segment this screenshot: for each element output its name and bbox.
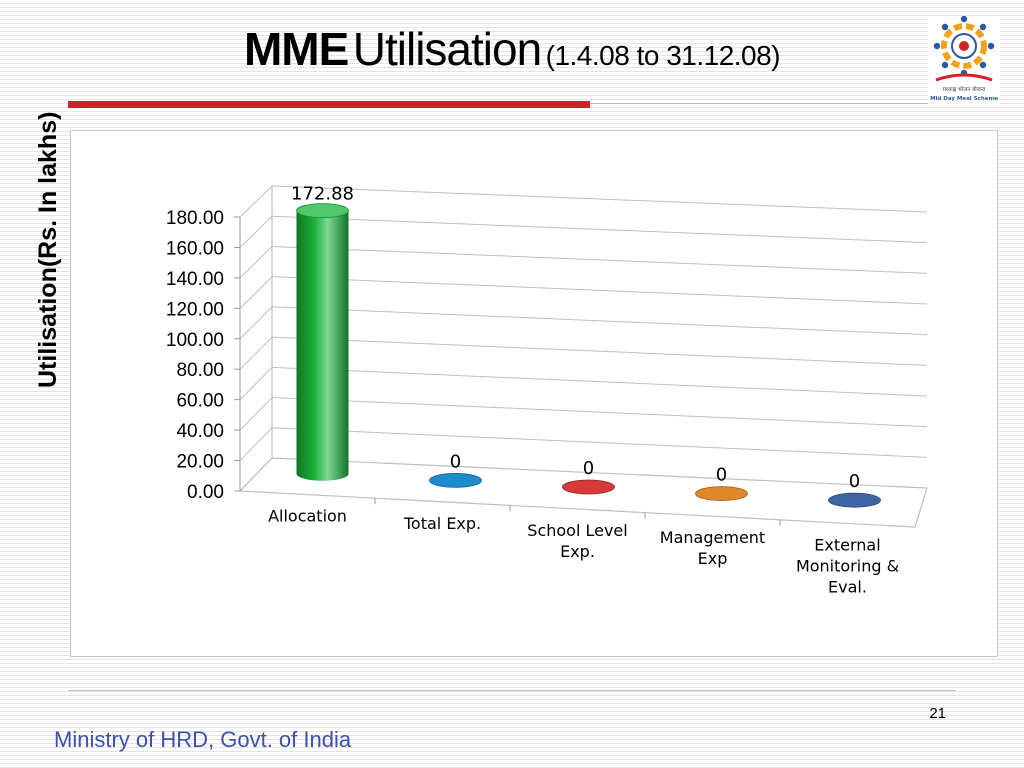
y-tick-label: 40.00 <box>176 421 224 442</box>
gridline-side <box>239 457 273 492</box>
gridline <box>271 215 928 244</box>
back-wall-bottom-edge <box>271 457 928 489</box>
data-label: 0 <box>849 471 860 492</box>
title-date-range: (1.4.08 to 31.12.08) <box>545 40 781 71</box>
gridline <box>271 245 928 274</box>
category-label: External <box>814 535 880 554</box>
category-label: Management <box>660 528 765 547</box>
data-label: 0 <box>583 458 594 479</box>
y-tick-label: 180.00 <box>166 208 224 229</box>
bar-base <box>562 479 615 495</box>
footer-text: Ministry of HRD, Govt. of India <box>54 727 352 752</box>
data-label: 0 <box>716 465 727 486</box>
gridline <box>271 397 928 428</box>
category-label: Exp. <box>560 542 595 561</box>
bar-base <box>828 492 881 508</box>
slide-title: MME Utilisation (1.4.08 to 31.12.08) <box>0 22 1024 76</box>
y-tick-label: 100.00 <box>166 330 224 351</box>
category-label: Exp <box>698 549 728 568</box>
gridline <box>271 336 928 366</box>
logo-caption: Mid Day Meal Scheme <box>930 96 998 102</box>
y-tick-label: 160.00 <box>166 238 224 259</box>
category-label: Total Exp. <box>403 514 481 533</box>
gridline <box>271 366 928 397</box>
y-tick-label: 0.00 <box>187 482 224 503</box>
bar-body <box>296 210 349 481</box>
gridline <box>271 185 928 213</box>
title-bold: MME <box>243 23 349 75</box>
data-label: 172.88 <box>291 184 354 205</box>
gridline-side <box>239 427 273 461</box>
data-label: 0 <box>450 451 461 472</box>
gridline <box>271 276 928 305</box>
gridline-side <box>239 336 273 370</box>
y-tick-label: 20.00 <box>176 452 224 473</box>
y-tick-label: 60.00 <box>176 391 224 412</box>
title-underline-grey <box>590 103 930 104</box>
y-tick-label: 120.00 <box>166 299 224 320</box>
chart-area <box>70 130 998 657</box>
category-label: Eval. <box>828 577 867 596</box>
y-tick-label: 80.00 <box>176 360 224 381</box>
title-underline-red <box>68 101 590 108</box>
category-label: Monitoring & <box>796 556 899 575</box>
gridline <box>271 427 928 458</box>
bar-base <box>429 472 482 488</box>
gridline-side <box>239 306 273 340</box>
y-tick-label: 140.00 <box>166 269 224 290</box>
gridline-side <box>239 246 273 279</box>
gridline-side <box>239 276 273 309</box>
category-label: Allocation <box>268 507 347 526</box>
mdm-logo-icon: मध्याह्न भोजन योजना Mid Day Meal Scheme <box>930 16 998 102</box>
page-number: 21 <box>929 705 946 722</box>
gridline-side <box>239 397 273 431</box>
title-main: Utilisation <box>352 23 542 75</box>
footer-rule <box>68 690 956 691</box>
gridline-side <box>239 185 273 218</box>
category-label: School Level <box>527 521 627 540</box>
floor-front-edge <box>239 487 928 528</box>
gridline-side <box>239 366 273 401</box>
gridline <box>271 306 928 336</box>
mdm-logo: मध्याह्न भोजन योजना Mid Day Meal Scheme <box>928 16 1000 104</box>
bar-top <box>296 203 349 219</box>
gridline-side <box>239 215 273 248</box>
logo-caption-hindi: मध्याह्न भोजन योजना <box>943 86 986 93</box>
bar-base <box>695 486 748 502</box>
